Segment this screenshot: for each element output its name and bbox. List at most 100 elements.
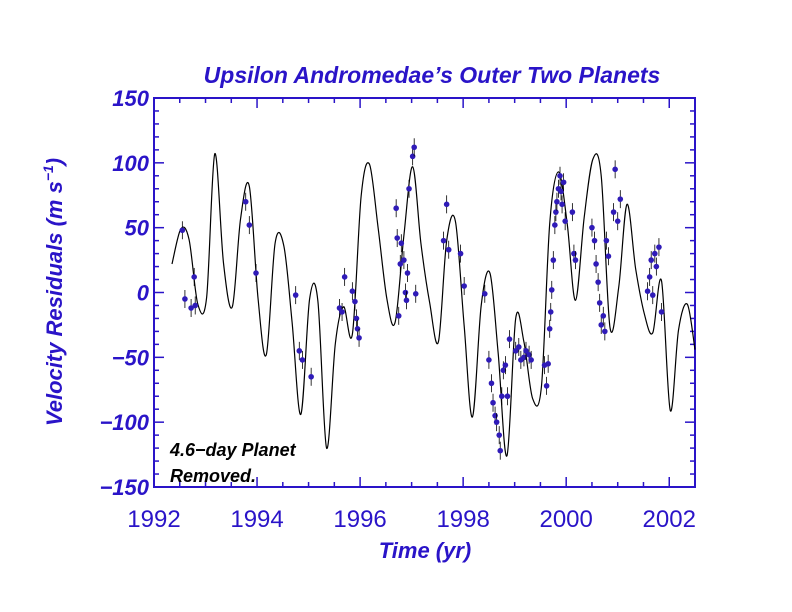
chart-title: Upsilon Andromedae’s Outer Two Planets	[204, 62, 661, 88]
data-point	[308, 373, 314, 380]
data-point	[553, 209, 559, 215]
data-point	[543, 383, 550, 389]
data-point	[490, 399, 496, 406]
x-tick-label: 1994	[230, 506, 283, 533]
data-point	[656, 244, 662, 250]
plot-frame	[153, 97, 696, 488]
data-point	[182, 296, 188, 302]
data-point	[560, 179, 567, 186]
data-point	[646, 274, 653, 280]
y-tick-label: 150	[112, 86, 149, 111]
y-axis-label-main: Velocity Residuals (m s	[42, 181, 67, 426]
data-point	[598, 322, 605, 328]
data-point	[559, 201, 565, 208]
data-point	[411, 144, 417, 151]
data-point	[401, 257, 407, 263]
y-tick-label: −100	[99, 410, 149, 435]
data-point	[352, 298, 358, 305]
data-point	[515, 344, 522, 350]
annotation-line-1: 4.6−day Planet	[169, 440, 297, 460]
data-point	[546, 326, 553, 332]
data-point	[492, 412, 498, 419]
y-axis-label: Velocity Residuals (m s−1)	[40, 158, 67, 426]
data-point	[440, 237, 447, 244]
data-point	[445, 246, 452, 253]
data-point	[339, 309, 345, 315]
data-point	[481, 290, 488, 297]
data-point	[617, 196, 624, 202]
data-point	[191, 274, 197, 280]
data-point	[548, 287, 555, 293]
data-point	[412, 290, 419, 297]
data-point	[595, 279, 601, 285]
y-tick-label: 50	[125, 216, 150, 241]
x-axis-label: Time (yr)	[379, 538, 472, 563]
y-tick-label: 100	[112, 151, 149, 176]
data-point	[658, 309, 665, 315]
y-tick-label: 0	[137, 281, 150, 306]
data-point	[502, 362, 509, 368]
data-point	[353, 315, 360, 322]
data-point	[554, 198, 560, 205]
data-point	[403, 297, 410, 304]
data-point	[493, 419, 500, 425]
data-point	[652, 250, 658, 257]
data-point	[649, 292, 656, 298]
data-point	[600, 313, 607, 319]
x-tick-label: 1992	[127, 506, 180, 533]
data-point	[406, 185, 412, 192]
data-point	[398, 240, 405, 247]
data-point	[558, 188, 564, 195]
data-point	[409, 153, 416, 160]
y-axis-label-end: )	[42, 158, 67, 167]
model-curve	[171, 153, 696, 457]
data-point	[402, 289, 409, 296]
data-point	[557, 173, 563, 179]
data-point	[394, 235, 400, 241]
data-point	[443, 201, 450, 208]
data-point	[497, 447, 504, 454]
data-point	[393, 205, 399, 212]
data-point	[653, 263, 660, 270]
data-point	[547, 309, 554, 315]
x-tick-label: 1996	[333, 506, 386, 533]
data-point	[562, 218, 568, 224]
data-point	[498, 393, 505, 400]
data-point	[246, 222, 253, 228]
x-tick-label: 2002	[643, 506, 696, 533]
data-point	[404, 270, 411, 276]
data-point	[596, 300, 603, 306]
data-point	[496, 432, 503, 438]
data-point	[571, 250, 577, 257]
data-point	[550, 257, 557, 263]
x-tick-label: 2000	[539, 506, 592, 533]
data-point	[192, 302, 199, 309]
data-point	[395, 313, 402, 319]
x-tick-label: 1998	[436, 506, 489, 533]
y-tick-label: −50	[112, 345, 150, 370]
data-point	[486, 357, 492, 363]
data-point	[593, 261, 599, 267]
data-point	[253, 270, 259, 276]
data-point	[461, 283, 467, 289]
y-axis-label-sup: −1	[40, 165, 56, 181]
annotation-line-2: Removed.	[170, 466, 256, 486]
data-point	[512, 348, 519, 354]
data-point	[603, 237, 610, 244]
data-point	[521, 354, 527, 361]
data-point	[612, 166, 618, 173]
data-point	[610, 209, 617, 215]
data-point	[242, 198, 249, 205]
data-point	[354, 326, 361, 332]
data-point	[356, 335, 362, 341]
data-point	[614, 218, 621, 224]
data-point	[506, 336, 513, 342]
data-point	[589, 224, 595, 231]
data-point	[526, 351, 532, 358]
data-point	[349, 288, 356, 295]
data-point	[341, 274, 348, 280]
data-point	[648, 257, 655, 263]
data-point	[457, 250, 464, 257]
data-point	[644, 288, 651, 295]
